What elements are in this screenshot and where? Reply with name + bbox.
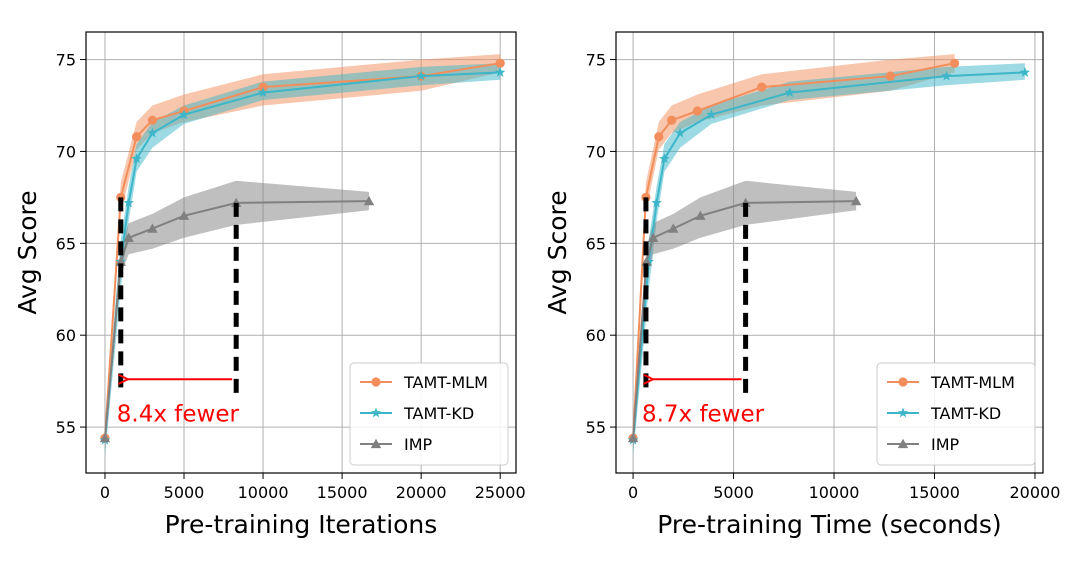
x-tick-label: 10000	[238, 483, 289, 502]
marker-point	[495, 58, 505, 68]
marker-point	[230, 197, 242, 208]
marker-point	[495, 66, 506, 77]
marker-point	[370, 407, 382, 418]
y-tick-label: 70	[586, 142, 606, 161]
y-tick-label: 75	[586, 51, 606, 70]
y-tick-label: 65	[56, 234, 76, 253]
legend-label: IMP	[931, 435, 960, 454]
marker-point	[147, 127, 158, 138]
marker-point	[692, 106, 702, 116]
x-tick-label: 25000	[475, 483, 526, 502]
marker-point	[706, 109, 717, 120]
y-tick-label: 55	[586, 418, 606, 437]
legend: TAMT-MLM TAMT-KD IMP	[876, 362, 1036, 466]
y-axis-label: Avg Score	[543, 190, 572, 314]
x-tick-label: 5000	[164, 483, 205, 502]
marker-point	[627, 432, 639, 443]
speedup-label: 8.4x fewer	[117, 401, 240, 427]
marker-point	[897, 407, 909, 418]
marker-point	[371, 377, 381, 387]
legend-label: TAMT-KD	[930, 404, 1001, 423]
marker-point	[659, 153, 670, 164]
x-tick-label: 10000	[809, 483, 860, 502]
speedup-label: 8.7x fewer	[642, 401, 765, 427]
marker-point	[415, 70, 427, 81]
marker-point	[123, 197, 134, 208]
x-tick-label: 5000	[713, 483, 754, 502]
x-tick-label: 15000	[909, 483, 960, 502]
marker-point	[668, 223, 679, 233]
x-tick-label: 20000	[1010, 483, 1061, 502]
marker-point	[695, 210, 706, 220]
marker-point	[667, 115, 677, 125]
legend-box	[876, 362, 1036, 466]
legend-label: TAMT-MLM	[930, 373, 1015, 392]
marker-point	[123, 232, 134, 242]
marker-point	[885, 71, 895, 81]
marker-point	[850, 195, 862, 206]
legend-box	[349, 362, 509, 466]
axes-frame	[615, 31, 1044, 474]
y-tick-label: 70	[56, 142, 76, 161]
axes-frame	[85, 31, 517, 474]
marker-point	[898, 377, 908, 387]
chart-left: 8.4x fewer 0 5000 10000 15000 20000 25000 55 60 6…	[13, 31, 526, 539]
y-axis-label: Avg Score	[13, 190, 42, 314]
marker-point	[1019, 66, 1031, 77]
y-tick-label: 60	[56, 326, 76, 345]
marker-point	[740, 197, 751, 208]
x-tick-label: 20000	[396, 483, 447, 502]
marker-point	[147, 115, 157, 125]
marker-point	[949, 58, 960, 68]
x-tick-label: 0	[100, 483, 110, 502]
y-tick-label: 75	[56, 51, 76, 70]
marker-point	[258, 82, 268, 92]
x-tick-label: 0	[628, 483, 638, 502]
marker-point	[370, 438, 382, 449]
x-axis-label: Pre-training Iterations	[165, 510, 438, 539]
marker-point	[131, 153, 142, 164]
marker-point	[651, 197, 662, 208]
legend-label: TAMT-KD	[403, 404, 474, 423]
confidence-band	[633, 180, 857, 448]
marker-point	[941, 70, 952, 81]
marker-point	[99, 432, 111, 443]
legend: TAMT-MLM TAMT-KD IMP	[349, 362, 509, 466]
confidence-band	[105, 180, 369, 448]
marker-point	[257, 87, 269, 98]
marker-point	[178, 210, 190, 220]
marker-point	[757, 82, 767, 92]
legend-label: TAMT-MLM	[403, 373, 488, 392]
chart-right: 8.7x fewer 0 5000 10000 15000 20000 55 60 65 70 75…	[543, 31, 1061, 539]
x-tick-label: 15000	[317, 483, 368, 502]
marker-point	[674, 127, 686, 138]
marker-point	[654, 132, 664, 142]
marker-point	[147, 223, 158, 233]
marker-point	[784, 87, 795, 98]
y-tick-label: 65	[586, 234, 606, 253]
y-tick-label: 55	[56, 418, 76, 437]
marker-point	[131, 132, 142, 142]
series-line	[632, 62, 955, 439]
marker-point	[363, 195, 375, 206]
y-tick-label: 60	[586, 326, 606, 345]
legend-label: IMP	[404, 435, 433, 454]
marker-point	[178, 109, 190, 120]
marker-point	[647, 232, 659, 242]
x-axis-label: Pre-training Time (seconds)	[657, 510, 1001, 539]
marker-point	[115, 256, 126, 266]
marker-point	[897, 438, 909, 449]
